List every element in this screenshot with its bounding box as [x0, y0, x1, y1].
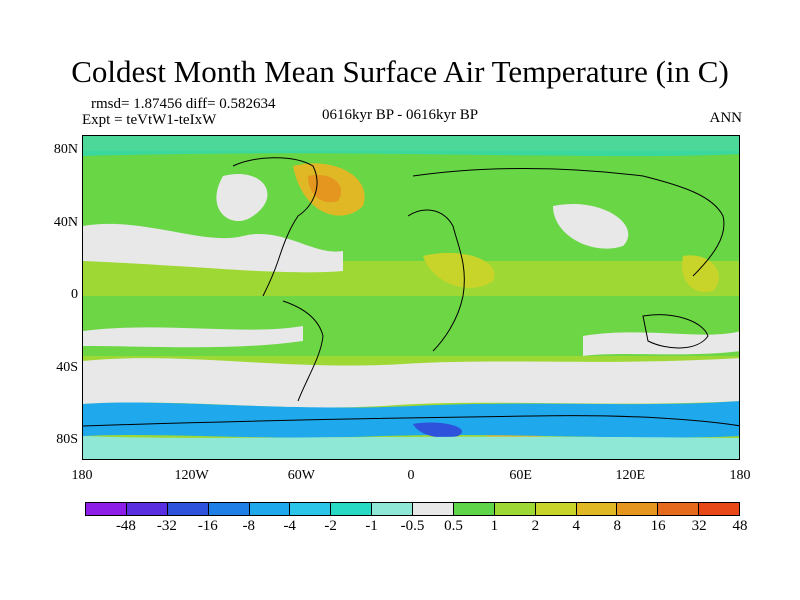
lon-label-180: 180: [729, 468, 751, 483]
coastlines: [83, 157, 739, 427]
lat-label-0: 0: [71, 287, 78, 302]
colorbar-cell: [617, 503, 659, 515]
colorbar-cell: [372, 503, 413, 515]
antarctic-interior: [83, 436, 739, 459]
colorbar-cell: [126, 503, 168, 515]
temperature-difference-map: [82, 135, 740, 460]
colorbar-cell: [167, 503, 209, 515]
arctic-cool: [83, 136, 739, 157]
colorbar-label: -32: [156, 518, 177, 534]
plot-title: Coldest Month Mean Surface Air Temperatu…: [71, 54, 729, 89]
colorbar-cell: [658, 503, 700, 515]
colorbar-cell: [699, 503, 739, 515]
colorbar-label: 16: [650, 518, 666, 534]
australia-coast: [642, 314, 709, 349]
colorbar-label: 8: [613, 518, 621, 534]
period-label: 0616kyr BP - 0616kyr BP: [322, 107, 479, 123]
colorbar-cell: [453, 503, 495, 515]
indian-ocean-neutral: [583, 331, 739, 356]
rmsd-diff-stats: rmsd= 1.87456 diff= 0.582634: [91, 96, 276, 112]
colorbar-cell: [249, 503, 291, 515]
north-africa-warm: [423, 252, 495, 288]
lon-label-0: 0: [407, 468, 415, 483]
colorbar-cell: [535, 503, 577, 515]
east-asia-warm: [682, 255, 719, 292]
asia-neutral: [553, 204, 629, 249]
colorbar-cell: [413, 503, 454, 515]
north-atlantic-warm-core: [308, 175, 342, 203]
antarctica-coast: [83, 415, 739, 427]
colorbar-label: -1: [365, 518, 378, 534]
antarctic-cold-core: [413, 422, 462, 438]
colorbar-label: 32: [691, 518, 707, 534]
colorbar-label: 2: [531, 518, 540, 534]
antarctic-coast-cool: [83, 401, 739, 438]
season-label: ANN: [709, 110, 743, 126]
lon-label-120W: 120W: [174, 468, 209, 483]
colorbar-label: -2: [324, 518, 337, 534]
lat-label-40S: 40S: [56, 359, 78, 375]
colorbar-label: 1: [490, 518, 499, 534]
lon-label-60E: 60E: [509, 468, 532, 483]
colorbar-label: 48: [732, 518, 748, 534]
colorbar: [85, 502, 740, 516]
colorbar-cell: [331, 503, 373, 515]
lat-label-80S: 80S: [56, 432, 78, 447]
colorbar-label: -4: [283, 518, 296, 534]
colorbar-label: 0.5: [444, 518, 463, 534]
colorbar-cell: [208, 503, 250, 515]
southern-ocean-neutral: [83, 358, 739, 408]
map-canvas: [83, 136, 739, 459]
colorbar-label: 4: [572, 518, 581, 534]
north-america-neutral: [216, 174, 268, 222]
colorbar-label: -16: [197, 518, 218, 534]
lon-label-180: 180: [71, 468, 93, 483]
experiment-label: Expt = teVtW1-teIxW: [82, 112, 217, 128]
lat-label-80N: 80N: [53, 142, 78, 157]
colorbar-label: -0.5: [400, 518, 425, 534]
colorbar-cell: [576, 503, 618, 515]
africa-coast: [407, 209, 465, 352]
lat-label-40N: 40N: [53, 214, 78, 230]
colorbar-label: -48: [115, 518, 136, 534]
colorbar-cell: [290, 503, 332, 515]
south-pacific-neutral-1: [83, 326, 303, 348]
colorbar-cell: [86, 503, 127, 515]
eurasia-coast: [412, 168, 725, 277]
colorbar-label: -8: [242, 518, 256, 534]
lon-label-60W: 60W: [287, 468, 315, 483]
lon-label-120E: 120E: [615, 468, 646, 483]
south-america-coast: [282, 300, 324, 402]
colorbar-cell: [494, 503, 536, 515]
north-america-coast: [232, 157, 318, 297]
